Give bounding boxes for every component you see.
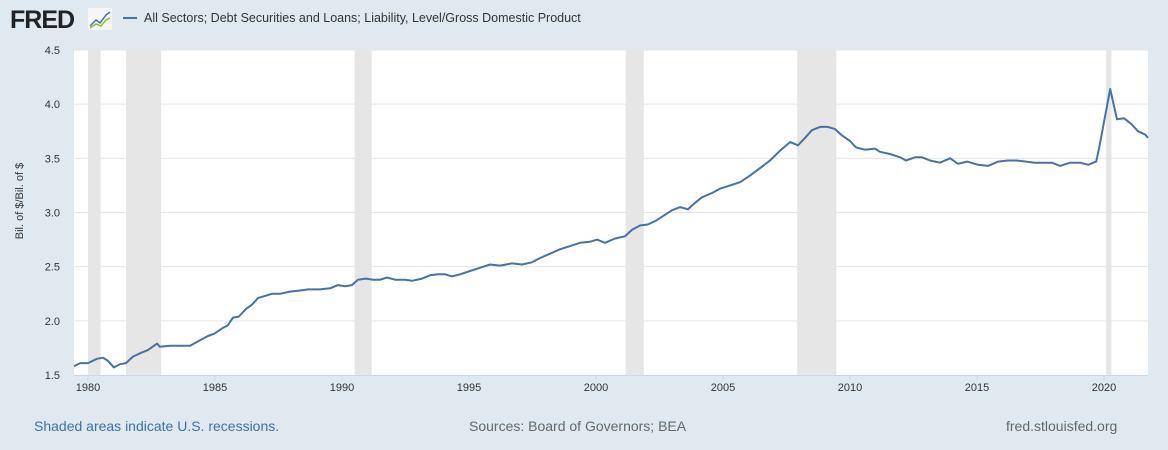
- y-tick-label: 2.0: [45, 316, 60, 328]
- x-tick-label: 2015: [965, 382, 989, 394]
- line-chart: 1.5 2.0 2.5 3.0 3.5 4.0 4.5 1980 1985 1990 1995 200…: [45, 45, 1149, 394]
- x-tick-label: 1985: [203, 382, 227, 394]
- site-link[interactable]: fred.stlouisfed.org: [1006, 418, 1118, 434]
- y-tick-label: 2.5: [45, 262, 60, 274]
- y-tick-label: 4.0: [45, 99, 60, 111]
- y-tick-label: 4.5: [45, 45, 60, 57]
- data-series-line: [73, 88, 1149, 369]
- x-tick-label: 1990: [330, 382, 354, 394]
- legend-label: All Sectors; Debt Securities and Loans; …: [144, 11, 581, 25]
- fred-logo[interactable]: FRED: [10, 6, 75, 34]
- chart-legend: All Sectors; Debt Securities and Loans; …: [123, 11, 581, 25]
- sources-text: Sources: Board of Governors; BEA: [469, 418, 687, 434]
- x-tick-label: 2005: [711, 382, 735, 394]
- y-tick-label: 3.5: [45, 153, 60, 165]
- y-tick-label: 3.0: [45, 208, 60, 220]
- legend-line-swatch: [123, 17, 137, 19]
- x-tick-label: 2010: [838, 382, 862, 394]
- fred-chart-logo-icon: [88, 8, 112, 30]
- x-tick-label: 2000: [584, 382, 608, 394]
- x-tick-label: 1995: [457, 382, 481, 394]
- x-tick-label: 2020: [1092, 382, 1116, 394]
- recessions-note-link[interactable]: Shaded areas indicate U.S. recessions.: [34, 418, 280, 434]
- y-tick-label: 1.5: [45, 370, 60, 382]
- x-tick-label: 1980: [76, 382, 100, 394]
